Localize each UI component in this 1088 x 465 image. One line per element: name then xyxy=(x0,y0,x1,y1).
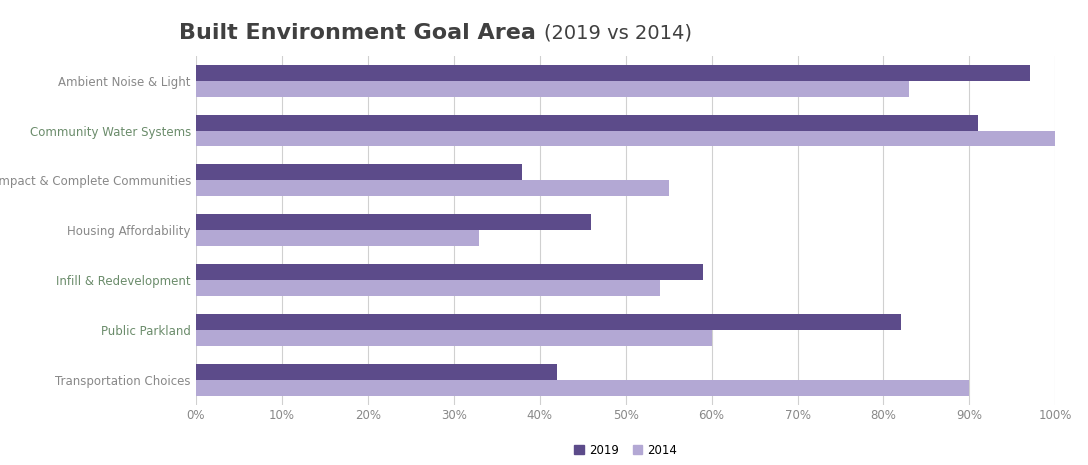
Legend: 2019, 2014: 2019, 2014 xyxy=(570,439,681,461)
Bar xyxy=(196,214,591,230)
Bar xyxy=(196,165,522,180)
Bar xyxy=(196,81,910,97)
Bar xyxy=(196,131,1055,146)
Bar xyxy=(196,379,969,396)
Bar xyxy=(196,230,480,246)
Bar xyxy=(196,280,660,296)
Bar xyxy=(196,314,901,330)
Bar xyxy=(196,65,1029,81)
Bar xyxy=(196,114,978,131)
Bar xyxy=(196,264,703,280)
Text: (2019 vs 2014): (2019 vs 2014) xyxy=(544,23,692,42)
Text: Built Environment Goal Area: Built Environment Goal Area xyxy=(180,23,544,43)
Bar xyxy=(196,330,712,346)
Bar xyxy=(196,180,668,196)
Bar xyxy=(196,364,557,379)
